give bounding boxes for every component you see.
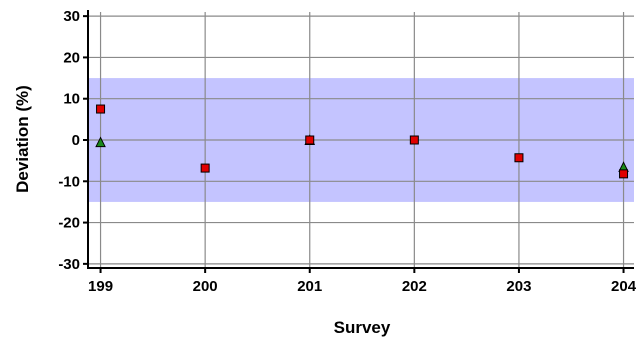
x-tick-label: 199 (88, 278, 113, 295)
square-marker (96, 104, 106, 114)
square-marker (200, 163, 210, 173)
y-tick-label: 0 (72, 132, 80, 149)
square-marker (305, 135, 315, 145)
x-tick-label: 202 (402, 278, 427, 295)
y-tick-label: -10 (58, 173, 80, 190)
y-tick-label: 10 (63, 91, 80, 108)
y-tick-label: 30 (63, 8, 80, 25)
square-marker (619, 169, 629, 179)
x-tick-label: 201 (297, 278, 322, 295)
square-marker (514, 153, 524, 163)
x-axis-title: Survey (334, 318, 391, 337)
y-tick-label: -30 (58, 256, 80, 273)
x-tick-label: 203 (506, 278, 531, 295)
y-axis-title: Deviation (%) (13, 85, 32, 193)
square-marker (409, 135, 419, 145)
triangle-marker (95, 136, 106, 148)
x-tick-label: 204 (611, 278, 637, 295)
y-tick-label: 20 (63, 49, 80, 66)
x-tick-label: 200 (193, 278, 218, 295)
y-tick-label: -20 (58, 215, 80, 232)
